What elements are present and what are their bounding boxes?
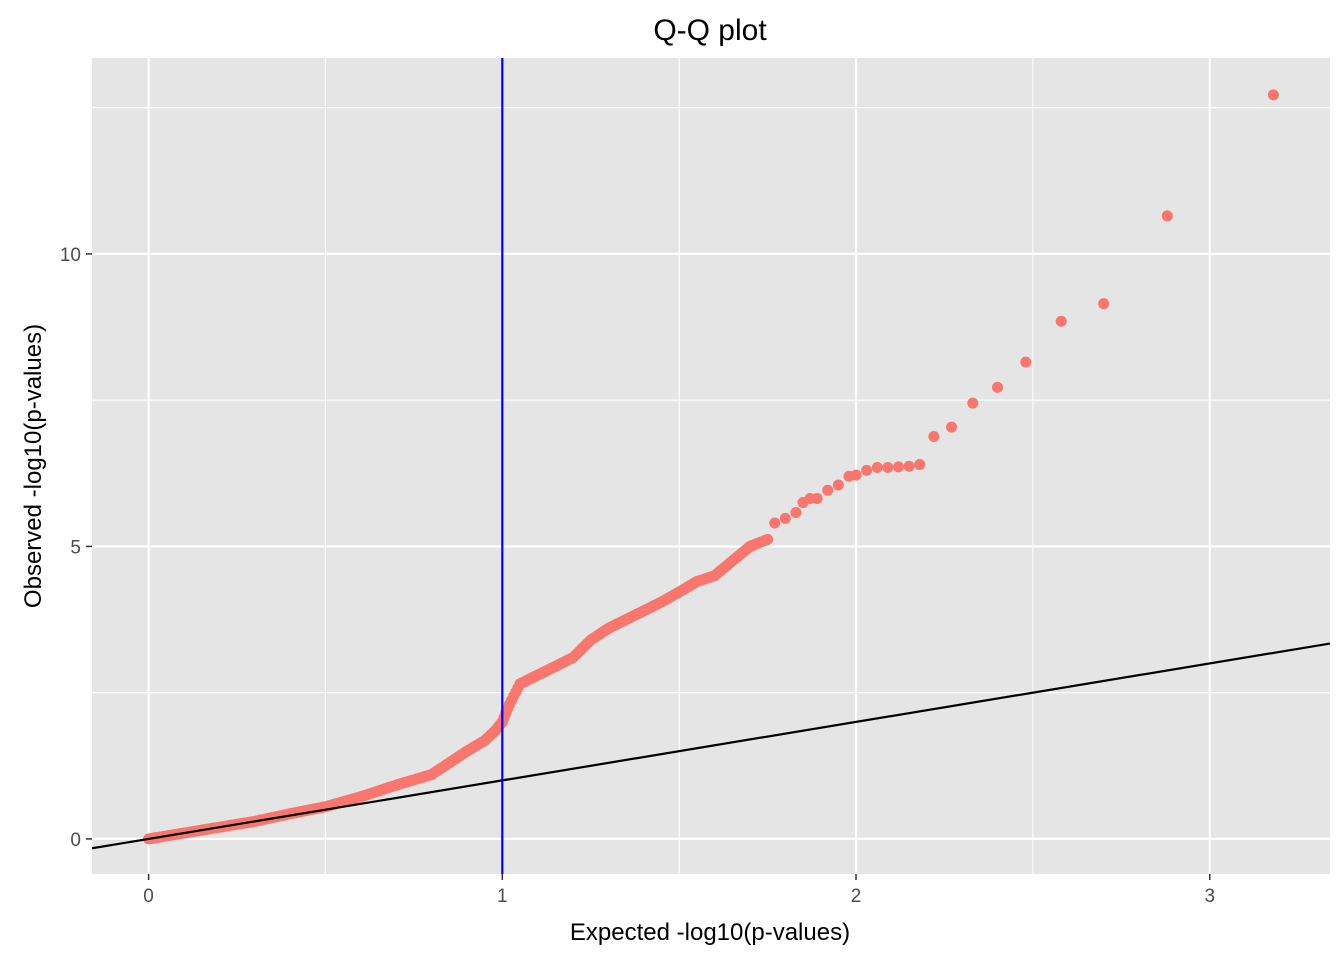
data-point [914,459,926,471]
data-point [832,479,844,491]
data-point [850,469,862,481]
x-axis-title: Expected -log10(p-values) [570,919,850,946]
data-point [769,517,781,529]
data-point [1161,210,1173,222]
data-point [762,533,774,545]
data-point [946,421,958,433]
data-point [928,430,940,442]
y-tick-label: 0 [70,830,81,851]
data-point [1267,89,1279,101]
data-point [822,484,834,496]
x-tick-label: 0 [143,886,154,907]
y-axis-title: Observed -log10(p-values) [20,324,47,608]
data-point [790,507,802,519]
data-point [1055,315,1067,327]
data-point [1020,356,1032,368]
data-point [903,460,915,472]
x-tick-label: 2 [851,886,862,907]
data-point [1098,298,1110,310]
x-tick-label: 3 [1204,886,1215,907]
data-point [892,461,904,473]
x-tick-label: 1 [497,886,508,907]
data-point [992,381,1004,393]
data-point [779,512,791,524]
chart-title: Q-Q plot [653,14,767,47]
diagonal-reference-line [92,642,1330,850]
data-point [811,492,823,504]
y-tick-label: 5 [70,537,81,558]
y-tick-label: 10 [60,245,81,266]
panel-background [92,58,1330,874]
data-point [871,461,883,473]
data-point [967,397,979,409]
plot-panel: 0 1 2 3 0 5 10 [60,58,1330,907]
data-point [882,461,894,473]
data-point [861,464,873,476]
